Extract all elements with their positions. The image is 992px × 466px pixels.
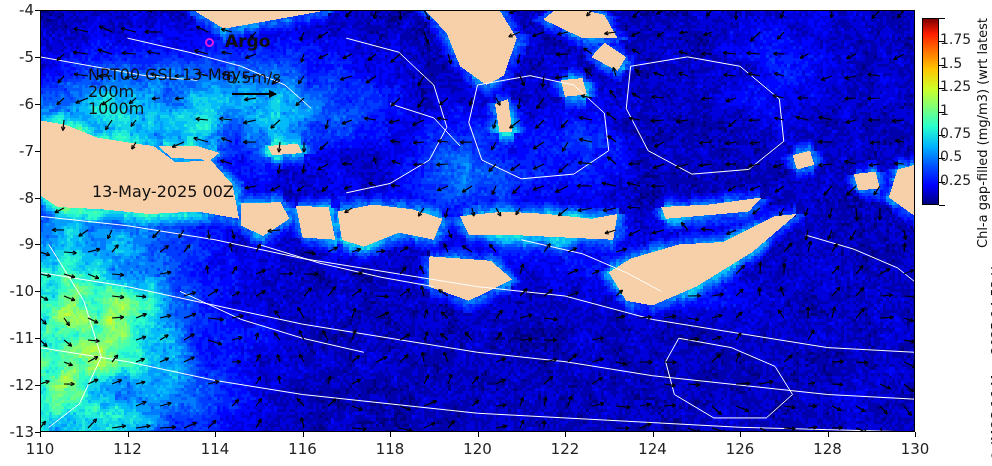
y-axis-tick-label: -10 — [9, 282, 35, 301]
y-axis-tick — [35, 432, 40, 433]
x-axis-tick — [477, 432, 479, 437]
y-axis-tick — [35, 56, 40, 58]
y-axis-tick-label: -11 — [9, 329, 35, 348]
x-axis-tick-label: 130 — [900, 440, 930, 458]
colorbar-tick — [939, 111, 945, 113]
x-axis-tick-label: 122 — [550, 440, 580, 458]
colorbar-tick — [939, 134, 945, 136]
x-axis-tick — [390, 432, 391, 437]
x-axis-tick-label: 124 — [638, 440, 667, 458]
x-axis-tick — [740, 432, 741, 437]
colorbar-tick-label: 1.75 — [940, 32, 972, 49]
y-axis-tick-label: -7 — [19, 141, 34, 160]
x-axis-tick-label: 126 — [725, 440, 755, 458]
y-axis-tick — [35, 197, 40, 199]
y-axis-tick-label: -5 — [19, 47, 34, 66]
y-axis-tick-label: -9 — [19, 235, 34, 254]
vector-scale-arrow-icon — [232, 90, 277, 98]
colorbar-gradient — [922, 18, 939, 205]
x-axis-tick-label: 110 — [25, 440, 55, 458]
depth-200m-label: 200m — [88, 82, 135, 101]
argo-legend-label: Argo — [225, 32, 271, 52]
colorbar-tick-label: 1.25 — [940, 79, 972, 96]
x-axis-tick-label: 114 — [200, 440, 230, 458]
colorbar-tick-label: 1.5 — [940, 55, 963, 72]
depth-1000m-label: 1000m — [88, 99, 145, 118]
credit-label: © IMOS 16-May-2025 14:53 H — [976, 0, 992, 466]
colorbar-tick-label: 1 — [940, 102, 949, 119]
y-axis-tick — [35, 103, 40, 105]
vector-scale-label: 0.5m/s — [226, 68, 281, 87]
x-axis-tick — [302, 432, 304, 437]
argo-float-marker-icon — [205, 38, 214, 47]
x-axis-tick-label: 128 — [813, 440, 842, 458]
x-axis-tick — [565, 432, 566, 437]
x-axis-tick — [827, 432, 829, 437]
colorbar-tick — [939, 64, 945, 66]
x-axis-tick — [652, 432, 654, 437]
colorbar-end-tick — [939, 205, 945, 206]
y-axis-tick — [35, 150, 40, 152]
x-axis-tick — [915, 432, 916, 437]
y-axis-tick-label: -4 — [19, 1, 34, 19]
y-axis-tick-label: -6 — [19, 94, 34, 113]
colorbar-tick — [939, 181, 945, 183]
y-axis-tick-label: -12 — [9, 376, 35, 395]
model-run-label: NRT00 GSL 13-May — [88, 65, 241, 84]
map-plot-area[interactable]: Argo NRT00 GSL 13-May 200m 1000m 0.5m/s … — [40, 10, 915, 432]
y-axis-tick — [35, 385, 40, 387]
y-axis-tick-label: -13 — [9, 423, 35, 441]
date-stamp-label: 13-May-2025 00Z — [92, 182, 234, 201]
y-axis-tick-label: -8 — [19, 188, 34, 207]
x-axis-tick-label: 112 — [113, 440, 142, 458]
x-axis-tick-label: 120 — [463, 440, 492, 458]
colorbar-tick — [939, 88, 945, 90]
chlorophyll-field-canvas — [40, 10, 915, 432]
colorbar-tick-label: 0.5 — [940, 149, 963, 166]
y-axis-tick — [35, 291, 40, 293]
colorbar-tick-label: 0.75 — [940, 125, 972, 142]
x-axis-tick-label: 116 — [288, 440, 317, 458]
colorbar-tick — [939, 41, 945, 43]
x-axis-tick-label: 118 — [375, 440, 405, 458]
x-axis-tick — [40, 432, 41, 437]
colorbar-end-tick — [939, 18, 945, 19]
y-axis-tick — [35, 338, 40, 340]
x-axis-tick — [127, 432, 129, 437]
colorbar-tick-label: 0.25 — [940, 172, 972, 189]
x-axis-tick — [215, 432, 216, 437]
y-axis-tick — [35, 10, 40, 11]
y-axis-tick — [35, 244, 40, 246]
colorbar-tick — [939, 158, 945, 160]
